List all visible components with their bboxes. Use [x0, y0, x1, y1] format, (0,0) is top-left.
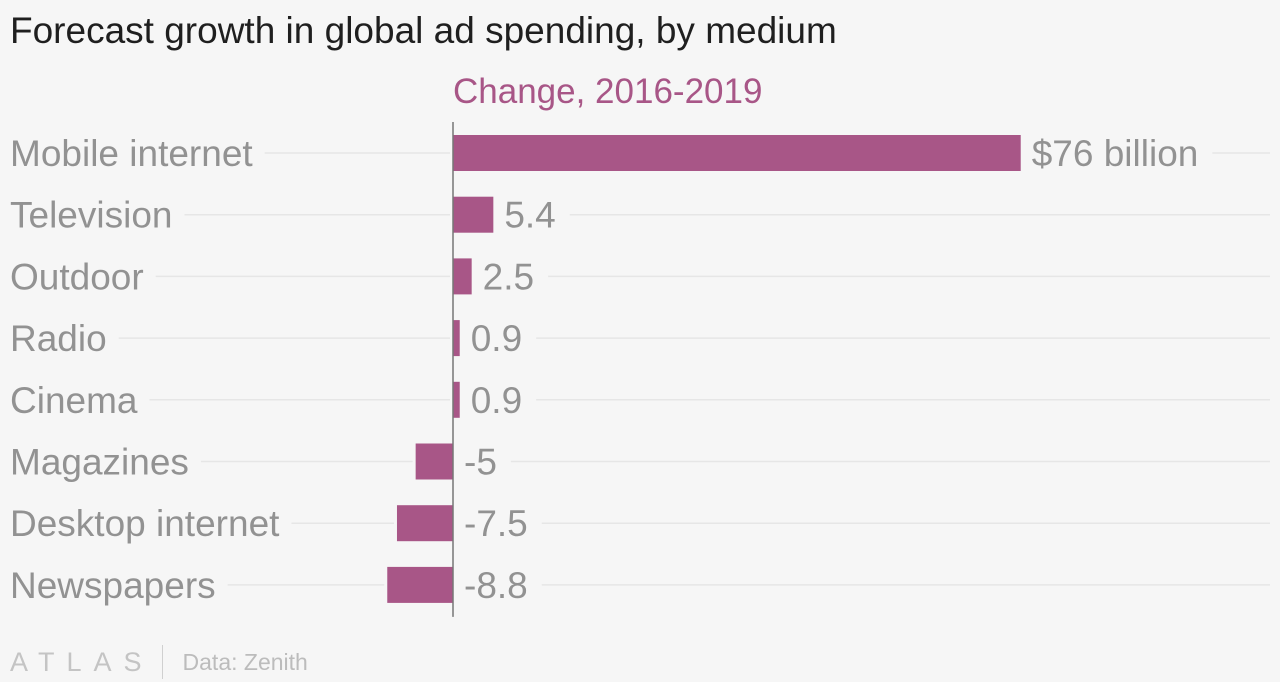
category-label: Television	[10, 195, 172, 236]
gridlines	[118, 152, 1270, 586]
bar	[415, 443, 453, 480]
bar	[453, 135, 1021, 171]
category-label: Cinema	[10, 380, 138, 421]
bar	[396, 505, 453, 542]
bar	[453, 196, 494, 233]
value-label: -7.5	[464, 503, 528, 544]
bar	[453, 320, 460, 357]
bar	[453, 381, 460, 418]
value-label: 0.9	[471, 380, 522, 421]
footer-divider	[161, 645, 163, 679]
bar	[453, 258, 472, 295]
category-label: Desktop internet	[10, 503, 280, 544]
footer: ATLAS Data: Zenith	[10, 645, 308, 679]
series-label: Change, 2016-2019	[453, 72, 762, 111]
category-label: Radio	[10, 318, 107, 359]
category-label: Outdoor	[10, 256, 144, 297]
category-label: Mobile internet	[10, 133, 253, 174]
value-label: -8.8	[464, 565, 528, 606]
value-label: 5.4	[504, 195, 555, 236]
value-label: 0.9	[471, 318, 522, 359]
category-label: Magazines	[10, 442, 189, 483]
bar	[387, 566, 453, 603]
chart-title: Forecast growth in global ad spending, b…	[10, 10, 837, 51]
bars	[387, 135, 1021, 603]
atlas-logo: ATLAS	[10, 646, 154, 677]
value-label: -5	[464, 442, 497, 483]
value-label: $76 billion	[1032, 133, 1199, 174]
value-label: 2.5	[483, 256, 534, 297]
source-note: Data: Zenith	[182, 648, 308, 675]
labels: Change, 2016-2019 Mobile internet $76 bill…	[10, 72, 1198, 617]
category-label: Newspapers	[10, 565, 216, 606]
